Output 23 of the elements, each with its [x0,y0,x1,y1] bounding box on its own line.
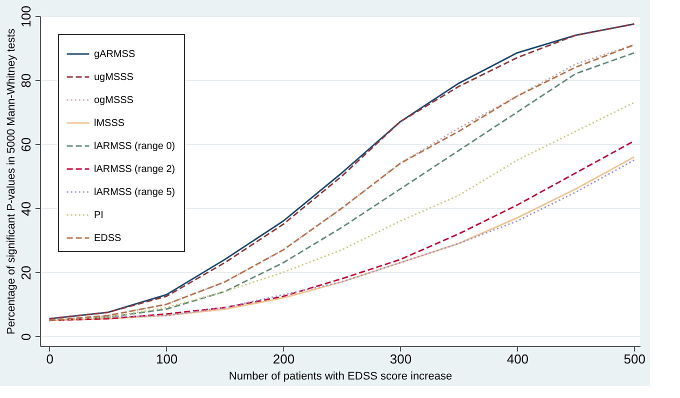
legend-label: lARMSS (range 5) [94,187,176,198]
legend-label: PI [94,210,104,221]
x-tick-label: 500 [624,352,646,366]
y-tick-label: 80 [18,73,34,88]
y-tick-label: 100 [18,6,34,28]
x-tick-label: 0 [46,352,54,366]
legend-label: ogMSSS [94,95,134,106]
y-tick-label: 60 [18,137,34,152]
legend-label: lARMSS (range 2) [94,164,176,175]
legend-label: lARMSS (range 0) [94,141,176,152]
x-tick-label: 200 [272,352,295,366]
legend-label: gARMSS [94,49,136,60]
x-tick-label: 300 [390,352,412,366]
x-tick-label: 400 [506,352,529,366]
legend-label: lMSSS [94,118,125,129]
y-tick-label: 0 [18,333,34,341]
legend-label: ugMSSS [94,72,134,83]
y-tick-label: 40 [18,202,34,216]
y-tick-label: 20 [18,266,34,280]
x-tick-label: 100 [156,352,178,366]
x-axis-title: Number of patients with EDSS score increase [228,370,452,382]
y-axis-title: Percentage of significant P-values in 5000 Mann-Whitney tests [6,28,18,334]
legend-label: EDSS [94,233,122,244]
